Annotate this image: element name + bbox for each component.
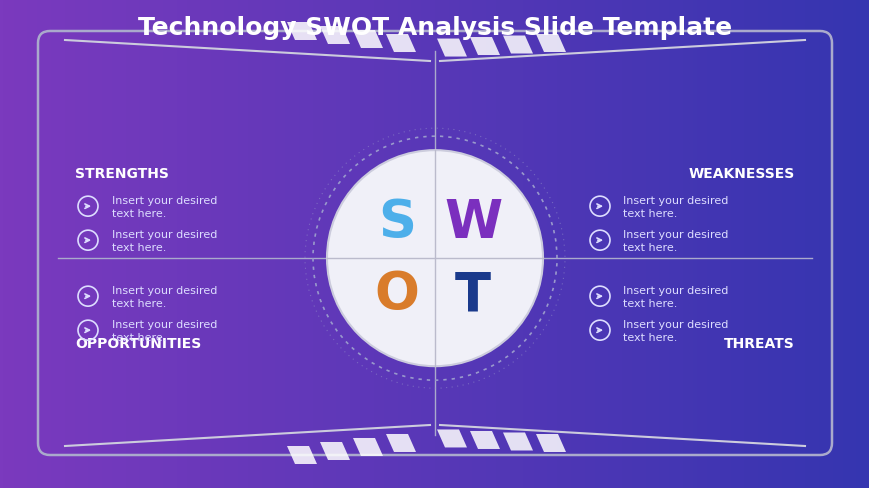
Polygon shape bbox=[535, 35, 566, 53]
Polygon shape bbox=[469, 431, 500, 449]
Polygon shape bbox=[469, 38, 500, 56]
Text: Insert your desired
text here.: Insert your desired text here. bbox=[622, 285, 727, 308]
Text: Insert your desired
text here.: Insert your desired text here. bbox=[622, 195, 727, 218]
Polygon shape bbox=[502, 37, 533, 54]
Text: STRENGTHS: STRENGTHS bbox=[75, 167, 169, 181]
Polygon shape bbox=[353, 438, 382, 456]
Polygon shape bbox=[287, 23, 316, 41]
Text: S: S bbox=[377, 197, 415, 249]
Text: Insert your desired
text here.: Insert your desired text here. bbox=[112, 319, 217, 342]
Polygon shape bbox=[535, 434, 566, 452]
Polygon shape bbox=[353, 31, 382, 49]
Polygon shape bbox=[436, 40, 467, 58]
Text: THREATS: THREATS bbox=[723, 337, 794, 350]
Text: Insert your desired
text here.: Insert your desired text here. bbox=[112, 285, 217, 308]
Polygon shape bbox=[436, 429, 467, 447]
Text: Technology SWOT Analysis Slide Template: Technology SWOT Analysis Slide Template bbox=[138, 16, 731, 40]
Text: W: W bbox=[443, 197, 501, 249]
Polygon shape bbox=[320, 442, 349, 460]
Text: Insert your desired
text here.: Insert your desired text here. bbox=[622, 229, 727, 252]
Circle shape bbox=[327, 151, 542, 366]
Text: Insert your desired
text here.: Insert your desired text here. bbox=[622, 319, 727, 342]
Polygon shape bbox=[320, 27, 349, 45]
Text: Insert your desired
text here.: Insert your desired text here. bbox=[112, 195, 217, 218]
Polygon shape bbox=[386, 434, 415, 452]
Text: WEAKNESSES: WEAKNESSES bbox=[688, 167, 794, 181]
Text: T: T bbox=[454, 268, 490, 321]
Text: OPPORTUNITIES: OPPORTUNITIES bbox=[75, 337, 201, 350]
Text: O: O bbox=[375, 268, 419, 321]
Text: Insert your desired
text here.: Insert your desired text here. bbox=[112, 229, 217, 252]
Polygon shape bbox=[287, 446, 316, 464]
Polygon shape bbox=[502, 432, 533, 450]
Polygon shape bbox=[386, 35, 415, 53]
